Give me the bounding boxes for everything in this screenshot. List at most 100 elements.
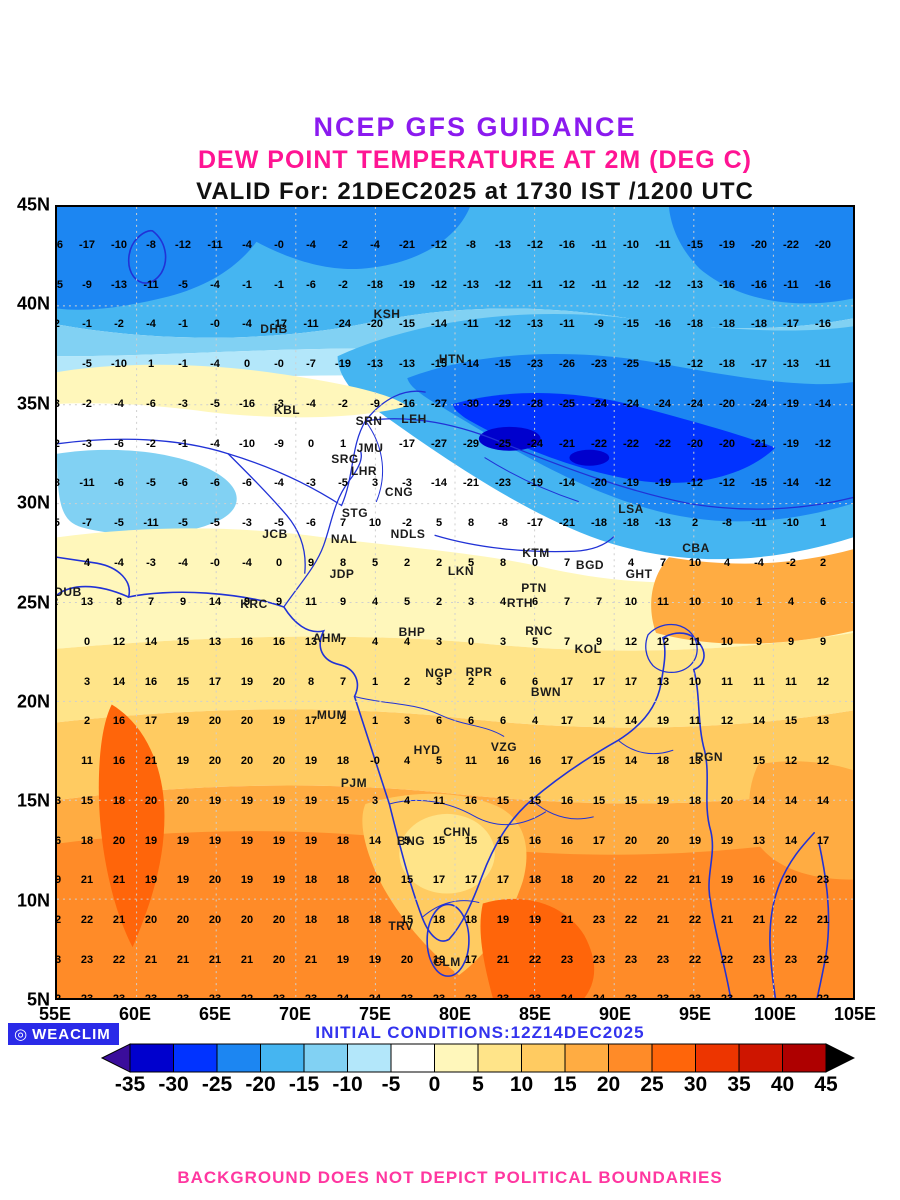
grid-value: -0 (210, 318, 220, 331)
grid-value: 12 (816, 755, 830, 768)
grid-value: -2 (338, 278, 348, 291)
grid-value: 19 (496, 913, 510, 926)
x-axis-label: 60E (118, 1004, 152, 1024)
grid-value: -5 (82, 358, 92, 371)
y-axis-label: 15N (16, 790, 50, 811)
grid-value: -15 (687, 239, 703, 251)
grid-value: 13 (55, 794, 62, 807)
grid-value: -15 (751, 477, 767, 490)
grid-value: 0 (467, 636, 475, 648)
grid-value: 12 (112, 636, 126, 648)
grid-value: 5 (467, 556, 475, 569)
grid-value: 19 (528, 913, 542, 926)
grid-value: 16 (464, 794, 478, 807)
x-axis-label: 85E (518, 1004, 552, 1024)
grid-value: -1 (274, 278, 284, 291)
grid-value: 17 (816, 834, 830, 847)
grid-value: 0 (307, 437, 315, 450)
grid-value: 9 (243, 596, 251, 609)
grid-value: 19 (304, 794, 318, 807)
grid-value: -13 (367, 358, 383, 371)
grid-value: -2 (114, 318, 124, 331)
grid-value: -5 (210, 397, 220, 410)
grid-value: 16 (560, 834, 574, 847)
grid-value: 20 (272, 675, 286, 688)
grid-value: 3 (499, 636, 507, 648)
grid-value: 5 (403, 834, 411, 847)
grid-value: -20 (719, 397, 735, 410)
grid-value: 9 (819, 636, 827, 648)
grid-value: 12 (720, 715, 734, 728)
grid-value: 23 (624, 993, 638, 1000)
station-label: PJM (340, 776, 368, 790)
grid-value: 18 (688, 794, 702, 807)
grid-value: 14 (368, 834, 382, 847)
grid-value: -8 (57, 477, 60, 489)
grid-value: -5 (274, 516, 284, 529)
grid-value: -3 (178, 397, 188, 410)
grid-value: 18 (336, 834, 350, 847)
station-label: SRG (331, 452, 359, 466)
grid-value: 8 (467, 516, 475, 529)
grid-value: 19 (304, 834, 318, 847)
grid-value: -22 (623, 437, 639, 450)
station-label: LHR (350, 464, 378, 478)
station-label: BNG (396, 834, 426, 848)
grid-value: 19 (240, 675, 254, 688)
grid-value: -20 (751, 239, 767, 251)
grid-value: -6 (178, 477, 188, 490)
x-axis-label: 70E (278, 1004, 312, 1024)
grid-value: -12 (815, 437, 831, 450)
grid-value: -8 (466, 239, 476, 251)
grid-value: 15 (464, 834, 478, 847)
colorbar-tick-label: 10 (509, 1073, 534, 1096)
grid-value: 10 (624, 596, 638, 609)
grid-value: 24 (560, 993, 574, 1000)
grid-value: 6 (819, 596, 827, 609)
station-label: JMU (356, 441, 384, 455)
colorbar-tick-label: -30 (158, 1073, 189, 1096)
grid-value: -11 (655, 239, 671, 251)
grid-value: 7 (563, 636, 571, 648)
grid-value: -4 (370, 239, 380, 251)
grid-value: -1 (82, 318, 92, 331)
grid-value: -5 (114, 516, 124, 529)
colorbar-cell (738, 1043, 783, 1073)
grid-value: 7 (659, 556, 667, 569)
grid-value: 20 (176, 794, 190, 807)
grid-value: 6 (499, 715, 507, 728)
colorbar-cell (260, 1043, 305, 1073)
colorbar-tick-label: 35 (727, 1073, 751, 1096)
grid-value: -12 (719, 477, 735, 490)
grid-value: 19 (272, 834, 286, 847)
grid-value: 20 (112, 834, 126, 847)
colorbar-tick-label: 20 (596, 1073, 621, 1096)
grid-value: -1 (178, 358, 188, 371)
grid-value: 17 (144, 715, 158, 728)
station-label: KOL (574, 642, 602, 656)
grid-value: -6 (306, 278, 316, 291)
grid-value: -6 (114, 437, 124, 450)
grid-value: -6 (146, 397, 156, 410)
grid-value: -13 (783, 358, 799, 371)
grid-value: -21 (399, 239, 415, 251)
grid-value: -0 (274, 358, 284, 371)
grid-value: 7 (147, 596, 155, 609)
grid-value: -10 (239, 437, 255, 450)
grid-value: 2 (403, 675, 411, 688)
grid-value: -12 (527, 239, 543, 251)
grid-value: -3 (306, 477, 316, 490)
grid-value: 5 (531, 636, 539, 648)
grid-value: -16 (399, 397, 415, 410)
grid-value: 17 (592, 834, 606, 847)
grid-value: -4 (754, 556, 764, 569)
grid-value: 4 (531, 715, 539, 728)
grid-value: 13 (208, 636, 222, 648)
station-label: RGN (694, 750, 724, 764)
grid-value: -6 (306, 516, 316, 529)
grid-value: 9 (307, 556, 315, 569)
grid-value: 2 (83, 715, 91, 728)
grid-value: -6 (114, 477, 124, 490)
grid-value: 18 (336, 913, 350, 926)
station-label: KRC (240, 597, 268, 611)
